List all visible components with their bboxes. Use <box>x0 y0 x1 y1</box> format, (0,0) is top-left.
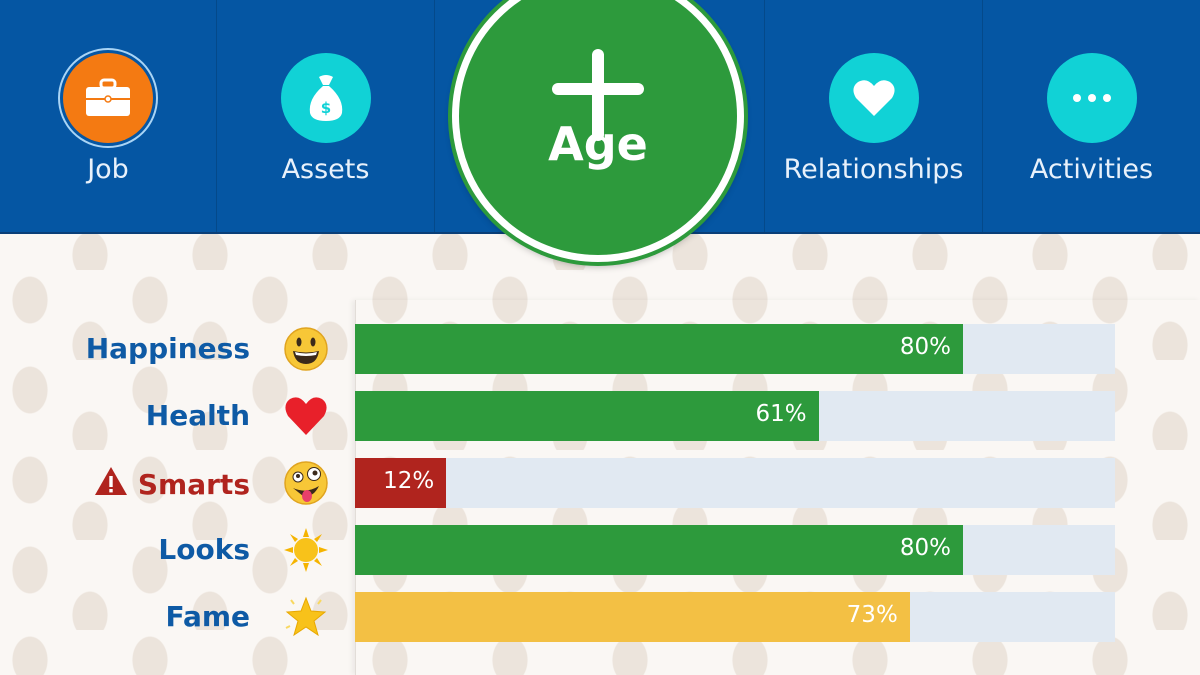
stat-bar-fill: 80% <box>355 324 963 374</box>
age-button-label: Age <box>548 117 648 171</box>
grinning-face-icon <box>283 326 329 372</box>
tab-label: Assets <box>281 154 370 185</box>
tab-label: Job <box>87 154 129 185</box>
sun-icon <box>283 527 329 573</box>
stat-bar-track: 61% <box>355 391 1115 441</box>
stat-row-fame: Fame 73% <box>0 592 1200 642</box>
plus-icon <box>552 49 644 141</box>
stat-bar-fill: 12% <box>355 458 447 508</box>
stat-row-happiness: Happiness 80% <box>0 324 1200 374</box>
stat-label: Fame <box>165 600 250 633</box>
age-tab-slot <box>435 0 765 232</box>
stat-row-looks: Looks 80% <box>0 525 1200 575</box>
age-button[interactable]: Age <box>452 0 744 262</box>
stat-bar-fill: 61% <box>355 391 819 441</box>
tab-assets[interactable]: $ Assets <box>217 0 435 232</box>
red-heart-icon <box>283 393 329 439</box>
tab-label: Activities <box>1029 154 1154 185</box>
warning-icon <box>94 466 128 503</box>
stat-percent: 80% <box>899 535 951 561</box>
stat-percent: 61% <box>755 401 807 427</box>
briefcase-icon <box>63 53 153 143</box>
stat-bar-fill: 80% <box>355 525 963 575</box>
stat-row-health: Health 61% <box>0 391 1200 441</box>
stat-row-smarts: Smarts 12% <box>0 458 1200 508</box>
stat-bar-track: 80% <box>355 525 1115 575</box>
stat-label: Health <box>145 399 250 432</box>
star-icon <box>283 594 329 640</box>
svg-text:$: $ <box>320 99 330 117</box>
tab-activities[interactable]: Activities <box>983 0 1200 232</box>
stat-percent: 80% <box>899 334 951 360</box>
heart-icon <box>828 53 919 143</box>
zany-face-icon <box>283 460 329 506</box>
stat-bar-track: 80% <box>355 324 1115 374</box>
stat-label: Happiness <box>85 332 250 365</box>
stat-label: Looks <box>158 533 250 566</box>
tab-relationships[interactable]: Relationships <box>765 0 983 232</box>
money-bag-icon: $ <box>280 53 371 143</box>
ellipsis-icon <box>1046 53 1137 143</box>
stat-percent: 73% <box>846 602 898 628</box>
stat-label: Smarts <box>137 468 250 501</box>
stat-bar-track: 73% <box>355 592 1115 642</box>
tab-label: Relationships <box>783 154 964 185</box>
stat-bar-track: 12% <box>355 458 1115 508</box>
stat-bar-fill: 73% <box>355 592 910 642</box>
tab-job[interactable]: Job <box>0 0 217 232</box>
stat-percent: 12% <box>383 468 435 494</box>
